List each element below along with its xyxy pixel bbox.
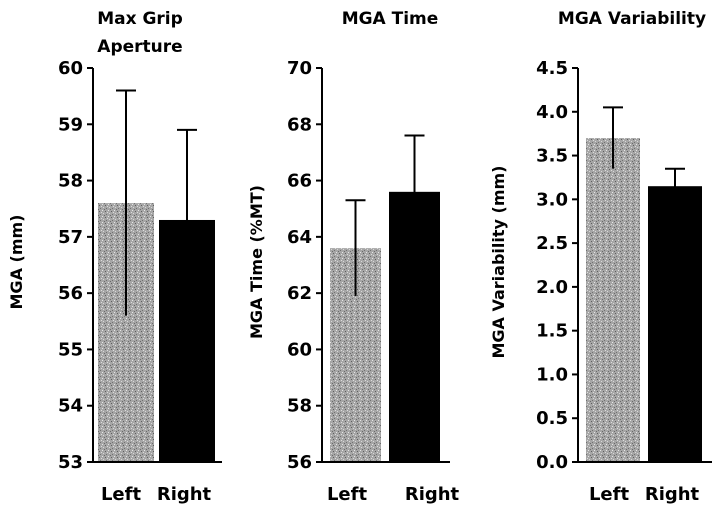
chart-panels: Max Grip Aperture MGA (mm) 53 54 55 56 57 58 59 60… [7, 9, 712, 505]
y-tick-label: 58 [287, 396, 312, 417]
x-category-label: Left [589, 484, 630, 505]
y-tick-label: 60 [287, 339, 312, 360]
y-tick-label: 70 [287, 58, 312, 79]
y-tick-label: 4.5 [536, 58, 568, 79]
bar-left [586, 138, 640, 463]
y-tick-label: 56 [58, 283, 83, 304]
x-category-label: Right [157, 484, 212, 505]
y-tick-label: 58 [58, 171, 83, 192]
chart-title: MGA Variability [558, 9, 706, 29]
y-tick-label: 55 [58, 339, 83, 360]
bar-right [648, 186, 702, 462]
y-tick-label: 57 [58, 227, 83, 248]
y-tick-label: 62 [287, 283, 312, 304]
y-tick-label: 1.0 [536, 364, 568, 385]
y-tick-label: 1.5 [536, 321, 568, 342]
x-category-label: Right [405, 484, 460, 505]
y-tick-label: 3.0 [536, 189, 568, 210]
chart-title: Aperture [97, 37, 182, 57]
y-tick-label: 4.0 [536, 102, 568, 123]
y-tick-label: 0.0 [536, 452, 568, 473]
y-tick-label: 66 [287, 171, 312, 192]
y-axis-label: MGA (mm) [7, 215, 26, 310]
y-tick-label: 3.5 [536, 146, 568, 167]
y-tick-label: 60 [58, 58, 83, 79]
y-axis-label: MGA Time (%MT) [247, 185, 266, 339]
chart-title: MGA Time [342, 9, 439, 29]
chart-panel: Max Grip Aperture MGA (mm) 53 54 55 56 57 58 59 60… [7, 9, 222, 505]
chart-panel: MGA Time MGA Time (%MT) 56 58 60 62 64 66 68 70 Le… [247, 9, 460, 505]
y-tick-label: 68 [287, 114, 312, 135]
x-category-label: Right [645, 484, 700, 505]
y-tick-label: 53 [58, 452, 83, 473]
y-tick-label: 64 [287, 227, 312, 248]
chart-panel: MGA Variability MGA Variability (mm) 0.0 0.… [489, 9, 712, 505]
y-axis-label: MGA Variability (mm) [489, 165, 508, 358]
y-tick-label: 2.0 [536, 277, 568, 298]
x-category-label: Left [327, 484, 368, 505]
y-tick-label: 0.5 [536, 408, 568, 429]
chart-title: Max Grip [97, 9, 183, 29]
x-category-label: Left [101, 484, 142, 505]
y-tick-label: 2.5 [536, 233, 568, 254]
y-tick-label: 56 [287, 452, 312, 473]
y-tick-label: 54 [58, 396, 83, 417]
y-tick-label: 59 [58, 114, 83, 135]
